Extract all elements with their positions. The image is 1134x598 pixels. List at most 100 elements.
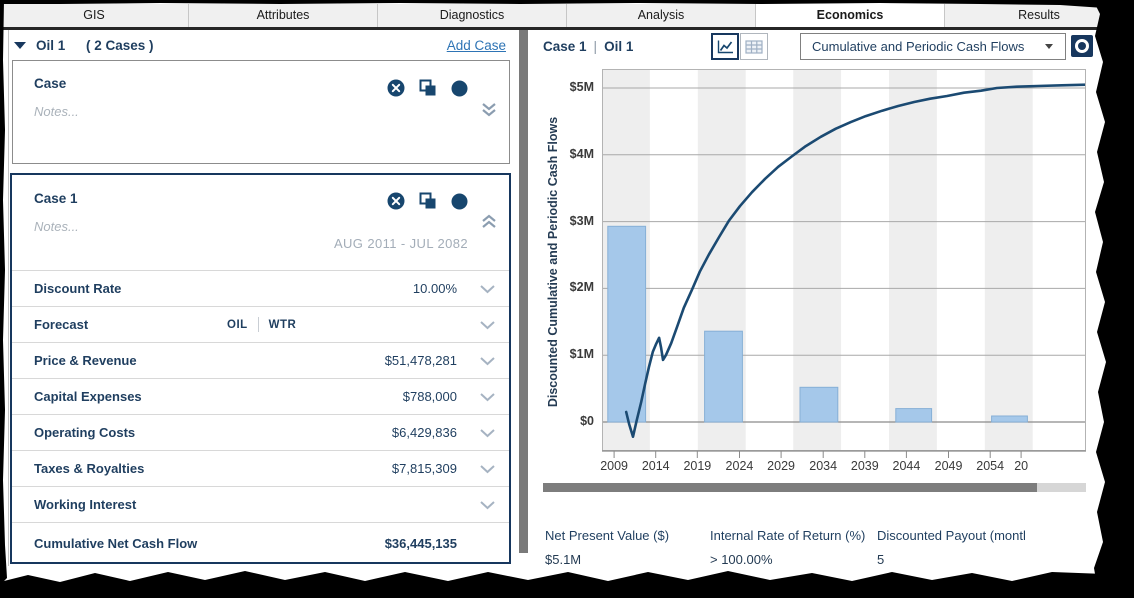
row-price-revenue[interactable]: Price & Revenue $51,478,281 [12,342,509,378]
row-working-interest[interactable]: Working Interest [12,486,509,522]
header-separator: | [593,39,598,54]
stat-payout-label: Discounted Payout (montl [877,528,1026,543]
duplicate-case-icon[interactable] [419,79,437,97]
forecast-tags: OIL WTR [227,317,296,332]
y-tick-label: $0 [580,414,594,428]
top-tab-bar: GIS Attributes Diagnostics Analysis Econ… [0,4,1134,27]
dropdown-caret-icon[interactable] [1045,44,1053,49]
tab-overflow-caret-icon[interactable] [1116,9,1126,16]
tag-divider [257,317,259,332]
case1-date-range: AUG 2011 - JUL 2082 [333,236,468,251]
row-cumulative-net-cash-flow: Cumulative Net Cash Flow $36,445,135 [12,522,509,563]
chart-type-dropdown[interactable]: Cumulative and Periodic Cash Flows [800,33,1066,60]
case-template-card[interactable] [12,60,510,164]
focus-dot [1078,42,1086,50]
x-tick-label: 2009 [600,459,628,473]
row-value: 10.00% [412,281,457,296]
add-case-link[interactable]: Add Case [446,38,506,53]
cash-flow-chart [602,69,1086,458]
row-capital-expenses[interactable]: Capital Expenses $788,000 [12,378,509,414]
group-header-right: Add Case [406,38,506,53]
tab-analysis[interactable]: Analysis [567,4,756,27]
panel-splitter[interactable] [519,30,528,553]
tabstrip-divider [0,27,1134,30]
fullscreen-focus-icon[interactable] [1071,35,1093,57]
row-label: Operating Costs [34,425,136,440]
row-label: Forecast [34,317,89,332]
row-label: Working Interest [34,497,137,512]
cumulative-cash-flow-line [624,83,1086,439]
x-tick-label: 2039 [850,459,879,473]
case1-notes[interactable]: Notes... [34,219,79,234]
case1-title: Case 1 [34,191,78,206]
period-band [984,69,1033,451]
stat-payout-value: 5 [877,552,885,567]
chart-header-entity: Oil 1 [604,39,634,54]
y-tick-label: $5M [569,80,594,94]
row-value: $51,478,281 [384,353,457,368]
collapse-double-chevron-up-icon[interactable] [481,214,497,230]
row-operating-costs[interactable]: Operating Costs $6,429,836 [12,414,509,450]
chevron-down-icon[interactable] [480,501,495,510]
chart-header-case: Case 1 [543,39,587,54]
row-discount-rate[interactable]: Discount Rate 10.00% [12,270,509,306]
tab-results[interactable]: Results [945,4,1134,27]
row-taxes-royalties[interactable]: Taxes & Royalties $7,815,309 [12,450,509,486]
periodic-cash-flow-bar [991,415,1028,423]
status-dot-icon[interactable] [451,193,468,210]
x-tick-label: 2034 [809,459,838,473]
y-tick-label: $3M [569,213,594,228]
tab-gis[interactable]: GIS [0,4,189,27]
delete-case-icon[interactable] [387,79,405,97]
group-title: Oil 1 [36,38,66,53]
chevron-down-icon[interactable] [480,393,495,402]
tab-attributes[interactable]: Attributes [189,4,378,27]
row-label: Taxes & Royalties [34,461,145,476]
chevron-down-icon[interactable] [480,285,495,294]
x-tick-label: 20 [1014,459,1029,473]
chevron-down-icon[interactable] [480,321,495,330]
chart-header-title: Case 1 | Oil 1 [543,39,633,54]
chart-view-toggle-button[interactable] [711,33,739,60]
chevron-down-icon[interactable] [480,465,495,474]
scrollbar-thumb[interactable] [543,483,1037,492]
x-tick-label: 2054 [976,459,1005,473]
tab-economics[interactable]: Economics [756,4,945,27]
case-template-title: Case [34,76,67,91]
group-collapse-triangle-icon[interactable] [14,42,26,49]
table-grid-icon [745,39,763,54]
row-label: Price & Revenue [34,353,137,368]
row-value: $7,815,309 [391,461,457,476]
row-label: Capital Expenses [34,389,142,404]
x-tick-label: 2049 [934,459,963,473]
delete-case-icon[interactable] [387,192,405,210]
forecast-tag-oil[interactable]: OIL [227,318,248,331]
x-tick-label: 2029 [767,459,795,473]
periodic-cash-flow-bar [895,408,933,423]
stat-irr-label: Internal Rate of Return (%) [710,528,866,543]
chevron-down-icon[interactable] [480,429,495,438]
duplicate-case-icon[interactable] [419,192,437,210]
stat-irr-value: > 100.00% [710,552,773,567]
case1-card[interactable] [10,173,511,564]
forecast-tag-wtr[interactable]: WTR [268,318,297,331]
x-tick-label: 2044 [892,459,921,473]
y-tick-label: $4M [569,146,594,161]
chevron-down-icon[interactable] [480,357,495,366]
table-view-toggle-button[interactable] [740,33,768,60]
y-tick-label: $2M [569,280,594,295]
row-forecast[interactable]: Forecast OIL WTR [12,306,509,342]
row-value: $6,429,836 [391,425,457,440]
expand-double-chevron-down-icon[interactable] [481,102,497,118]
chart-horizontal-scrollbar[interactable] [543,483,1086,492]
stat-npv-label: Net Present Value ($) [545,528,670,543]
y-tick-label: $1M [569,347,594,362]
case-template-notes[interactable]: Notes... [34,104,79,119]
x-tick-label: 2019 [683,459,712,473]
periodic-cash-flow-bar [607,225,647,423]
stat-npv-value: $5.1M [545,552,582,567]
status-dot-icon[interactable] [451,80,468,97]
tab-diagnostics[interactable]: Diagnostics [378,4,567,27]
group-case-count: ( 2 Cases ) [86,38,154,53]
